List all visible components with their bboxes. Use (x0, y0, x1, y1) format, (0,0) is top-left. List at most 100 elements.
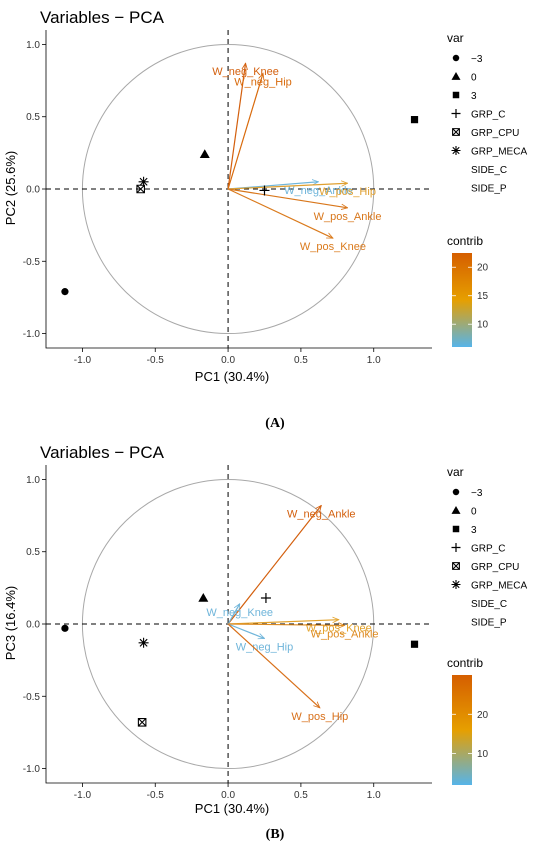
vector-w-pos-knee: W_pos_Knee (227, 188, 366, 253)
legend-marker (452, 54, 460, 62)
legend-item-side-p: SIDE_P (471, 184, 507, 195)
vector-arrow (227, 188, 347, 208)
point-0 (199, 149, 210, 159)
y-tick-label: -0.5 (23, 692, 41, 703)
legend-marker (451, 146, 461, 155)
colorbar-tick-label: 10 (477, 749, 489, 760)
y-tick-label: -1.0 (23, 764, 41, 775)
legend-label: 0 (471, 507, 477, 518)
legend-item-0: 0 (451, 506, 477, 518)
legend-marker (452, 525, 460, 533)
legend-label: −3 (471, 488, 483, 499)
legend-label: GRP_MECA (471, 581, 527, 592)
colorbar-tick-label: 20 (477, 710, 489, 721)
legend-title: var (447, 31, 464, 45)
legend-marker (451, 543, 461, 552)
x-tick-label: -1.0 (74, 790, 92, 801)
x-axis-label: PC1 (30.4%) (195, 801, 269, 816)
vector-w-neg-knee: W_neg_Knee (206, 604, 273, 625)
x-tick-label: -0.5 (147, 355, 165, 366)
y-tick-label: 1.0 (26, 475, 40, 486)
legend-contrib: contrib 10 20 (447, 656, 489, 785)
legend-marker (452, 488, 460, 496)
legend-contrib: contrib 10 15 20 (447, 234, 489, 347)
legend-item-grp-c: GRP_C (451, 109, 505, 121)
y-tick-label: 0.5 (26, 547, 40, 558)
colorbar-tick-label: 15 (477, 291, 489, 302)
y-tick-label: 0.0 (26, 620, 40, 631)
x-tick-label: 0.0 (221, 355, 235, 366)
vector-label: W_pos_Hip (319, 186, 376, 198)
point-0 (198, 592, 209, 602)
vector-arrow (228, 620, 339, 625)
chart-title: Variables − PCA (40, 8, 165, 27)
legend-label: GRP_C (471, 110, 505, 121)
x-tick-label: 0.5 (294, 355, 308, 366)
vector-label: W_pos_Ankle (311, 628, 379, 640)
legend-label: SIDE_P (471, 184, 507, 195)
vector-w-neg-ankle: W_neg_Ankle (227, 505, 356, 625)
chart-panel-1: Variables − PCA -1.0 -0.5 0.0 0.5 1.0 -1.0 -0.5… (3, 8, 527, 431)
legend-item-grp-c: GRP_C (451, 543, 505, 555)
legend-var: var −3 0 3 GRP_C GRP_CPU GRP_MECA SIDE_C SIDE_P (447, 465, 527, 629)
legend-item-side-c: SIDE_C (471, 599, 507, 610)
point-marker (260, 592, 271, 603)
vector-label: W_neg_Ankle (287, 508, 356, 520)
vector-arrow (227, 623, 320, 708)
axis-frame (45, 30, 432, 349)
point-marker (138, 176, 149, 187)
point-marker (137, 717, 147, 727)
colorbar-tick-label: 10 (477, 320, 489, 331)
legend-label: GRP_MECA (471, 147, 527, 158)
legend-item-grp-meca: GRP_MECA (451, 146, 527, 158)
point-grp-cpu (137, 717, 147, 727)
legend-item-side-p: SIDE_P (471, 618, 507, 629)
figure-caption: (A) (265, 416, 285, 431)
vector-w-pos-hip: W_pos_Hip (227, 623, 348, 723)
legend-label: GRP_CPU (471, 562, 519, 573)
vector-arrow (227, 604, 241, 625)
axis-frame (45, 465, 432, 784)
vector-label: W_neg_Hip (234, 76, 291, 88)
point-marker (410, 116, 419, 124)
y-axis-label: PC2 (25.6%) (3, 151, 18, 225)
legend-marker (452, 128, 460, 136)
vector-w-pos-ankle: W_pos_Ankle (228, 624, 379, 640)
legend-item-3: 3 (452, 525, 477, 536)
legend-label: GRP_C (471, 544, 505, 555)
point-marker (61, 288, 69, 296)
vector-arrow (227, 188, 333, 239)
y-axis-label: PC3 (16.4%) (3, 586, 18, 660)
vector-arrow (227, 63, 245, 190)
vector-arrow (227, 505, 321, 625)
vector-label: W_neg_Ankle (284, 185, 353, 197)
colorbar-tick-label: 20 (477, 263, 489, 274)
y-tick-label: -0.5 (23, 257, 41, 268)
point-3 (410, 640, 419, 648)
legend-marker (451, 506, 461, 514)
legend-label: SIDE_C (471, 599, 507, 610)
colorbar (452, 253, 472, 347)
x-tick-label: -0.5 (147, 790, 165, 801)
vector-arrow (227, 73, 263, 190)
legend-marker (451, 109, 461, 118)
point-marker (410, 640, 419, 648)
point-3 (410, 116, 419, 124)
legend-item-3: −3 (452, 488, 483, 499)
y-tick-label: 0.0 (26, 185, 40, 196)
vector-label: W_pos_Knee (300, 241, 366, 253)
y-tick-label: -1.0 (23, 329, 41, 340)
legend-var: var −3 0 3 GRP_C GRP_CPU GRP_MECA SIDE_C SIDE_P (447, 31, 527, 195)
point-grp-meca (138, 176, 149, 187)
legend-item-side-c: SIDE_C (471, 165, 507, 176)
legend-label: 0 (471, 73, 477, 84)
x-tick-label: 1.0 (367, 355, 381, 366)
figure-caption: (B) (266, 827, 285, 842)
legend-item-3: −3 (452, 54, 483, 65)
colorbar (452, 675, 472, 785)
point-grp-c (259, 185, 270, 196)
legend-label: 3 (471, 525, 477, 536)
legend-label: −3 (471, 54, 483, 65)
point-grp-meca (138, 637, 149, 648)
